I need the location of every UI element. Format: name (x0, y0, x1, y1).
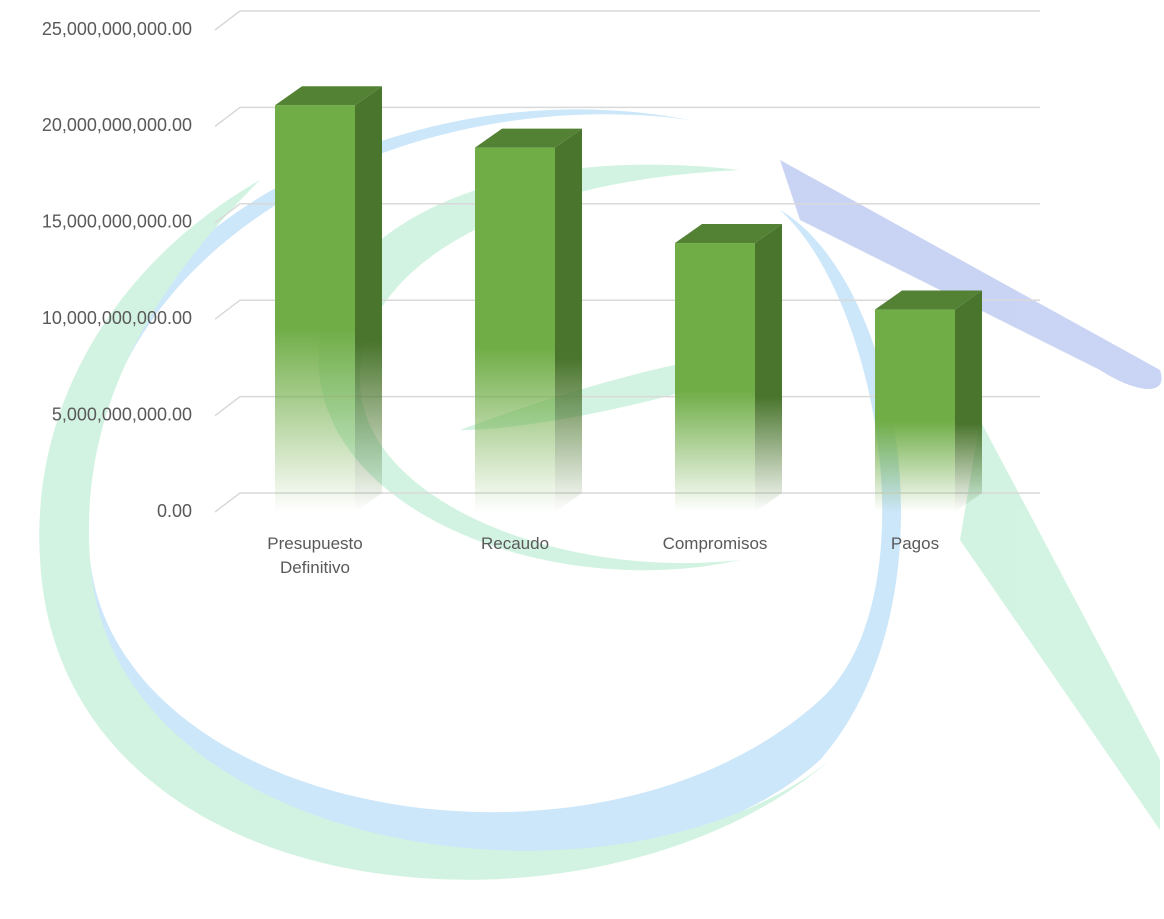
y-tick-label: 15,000,000,000.00 (42, 212, 192, 232)
watermark (39, 109, 1162, 880)
bar (475, 147, 555, 512)
y-tick-label: 25,000,000,000.00 (42, 19, 192, 39)
grid-line (214, 203, 1040, 224)
y-tick-label: 5,000,000,000.00 (52, 404, 192, 424)
bar-side (555, 128, 582, 512)
bar-top (275, 86, 382, 106)
x-tick-label: Recaudo (480, 534, 550, 553)
bar-side (955, 290, 982, 512)
bar-side (355, 86, 382, 512)
bar-top (675, 224, 782, 244)
y-tick-label: 20,000,000,000.00 (42, 115, 192, 135)
bar-side (755, 224, 782, 512)
bar (875, 309, 955, 512)
y-tick-label: 0.00 (157, 501, 192, 521)
grid-line (214, 106, 1040, 127)
x-tick-label: Pagos (890, 534, 940, 553)
x-tick-label: Presupuesto Definitivo (267, 534, 363, 577)
bar-top (475, 128, 582, 148)
grid-line (214, 10, 1040, 31)
y-tick-label: 10,000,000,000.00 (42, 308, 192, 328)
bar (675, 243, 755, 512)
bar-top (875, 290, 982, 310)
bar (275, 105, 355, 512)
x-tick-label: Compromisos (662, 534, 768, 553)
